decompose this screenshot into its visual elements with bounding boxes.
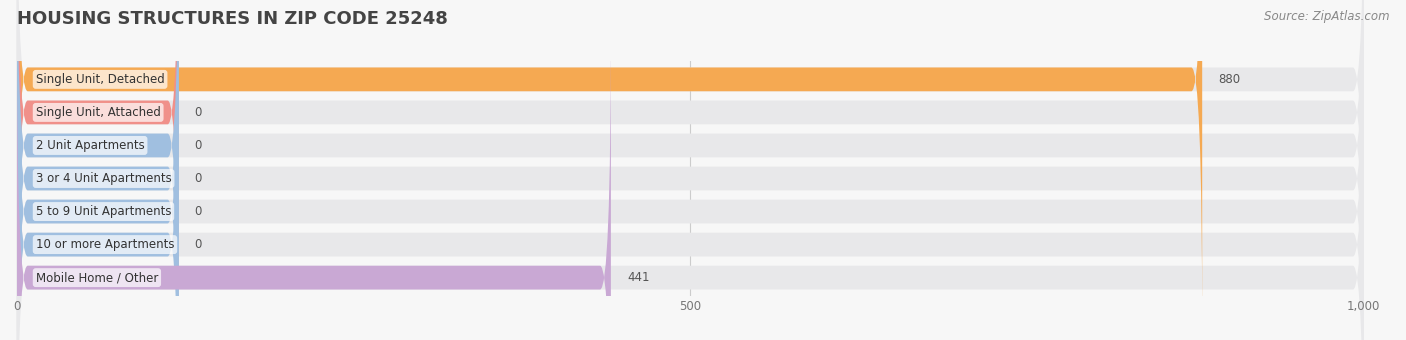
Text: 3 or 4 Unit Apartments: 3 or 4 Unit Apartments: [35, 172, 172, 185]
FancyBboxPatch shape: [17, 0, 1364, 340]
Text: HOUSING STRUCTURES IN ZIP CODE 25248: HOUSING STRUCTURES IN ZIP CODE 25248: [17, 10, 447, 28]
FancyBboxPatch shape: [17, 0, 179, 340]
FancyBboxPatch shape: [17, 0, 1364, 340]
Text: 0: 0: [194, 139, 202, 152]
Text: 0: 0: [194, 205, 202, 218]
FancyBboxPatch shape: [17, 0, 1202, 332]
Text: 5 to 9 Unit Apartments: 5 to 9 Unit Apartments: [35, 205, 172, 218]
FancyBboxPatch shape: [17, 0, 179, 340]
Text: 0: 0: [194, 106, 202, 119]
FancyBboxPatch shape: [17, 0, 1364, 332]
FancyBboxPatch shape: [17, 0, 179, 340]
FancyBboxPatch shape: [17, 0, 179, 340]
Text: 0: 0: [194, 238, 202, 251]
Text: Mobile Home / Other: Mobile Home / Other: [35, 271, 157, 284]
FancyBboxPatch shape: [17, 0, 1364, 340]
FancyBboxPatch shape: [17, 0, 179, 340]
Text: Source: ZipAtlas.com: Source: ZipAtlas.com: [1264, 10, 1389, 23]
FancyBboxPatch shape: [17, 25, 610, 340]
Text: 441: 441: [627, 271, 650, 284]
Text: 0: 0: [194, 172, 202, 185]
Text: 880: 880: [1219, 73, 1240, 86]
FancyBboxPatch shape: [17, 0, 1364, 340]
Text: 2 Unit Apartments: 2 Unit Apartments: [35, 139, 145, 152]
FancyBboxPatch shape: [17, 0, 1364, 340]
FancyBboxPatch shape: [17, 25, 1364, 340]
Text: Single Unit, Detached: Single Unit, Detached: [35, 73, 165, 86]
Text: Single Unit, Attached: Single Unit, Attached: [35, 106, 160, 119]
Text: 10 or more Apartments: 10 or more Apartments: [35, 238, 174, 251]
